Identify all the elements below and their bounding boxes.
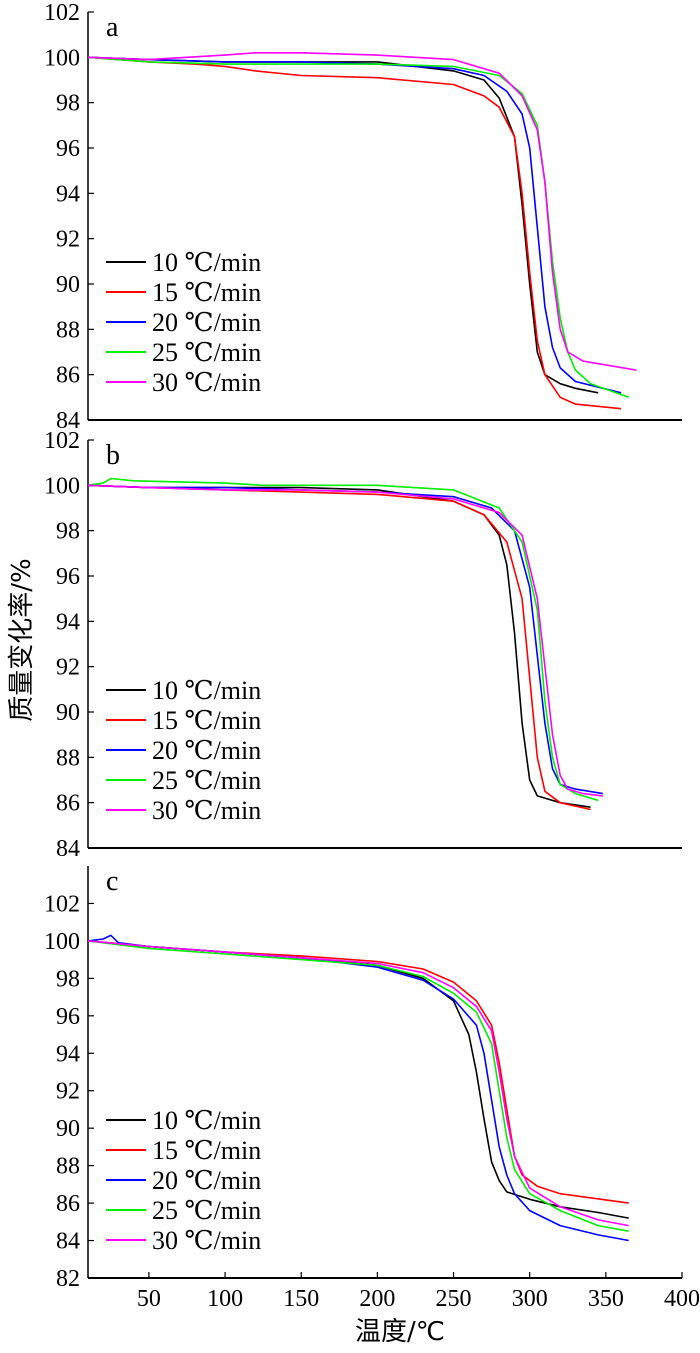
y-tick-label: 82	[56, 1266, 80, 1292]
x-tick-label: 300	[512, 1286, 548, 1312]
legend-label: 10 ℃/min	[152, 248, 261, 277]
series-line	[87, 940, 629, 1204]
legend-label: 10 ℃/min	[152, 1106, 261, 1135]
y-tick-label: 90	[56, 272, 80, 298]
series-line	[87, 56, 622, 410]
x-tick-label: 250	[436, 1286, 472, 1312]
series-line	[87, 484, 603, 797]
x-tick-label: 200	[359, 1286, 395, 1312]
legend-label: 20 ℃/min	[152, 1166, 261, 1195]
series-line	[87, 477, 599, 802]
y-tick-label: 94	[56, 609, 80, 635]
y-tick-label: 92	[56, 655, 80, 681]
y-tick-label: 102	[44, 891, 80, 917]
legend-label: 30 ℃/min	[152, 1226, 261, 1255]
x-tick-label: 400	[664, 1286, 700, 1312]
y-tick-label: 90	[56, 700, 80, 726]
legend-label: 15 ℃/min	[152, 706, 261, 735]
y-tick-label: 102	[44, 0, 80, 26]
y-tick-label: 90	[56, 1116, 80, 1142]
y-tick-label: 98	[56, 91, 80, 117]
y-tick-label: 102	[44, 428, 80, 454]
y-tick-label: 96	[56, 136, 80, 162]
y-tick-label: 98	[56, 966, 80, 992]
y-tick-label: 86	[56, 1191, 80, 1217]
y-tick-label: 100	[44, 473, 80, 499]
y-tick-label: 98	[56, 519, 80, 545]
y-tick-label: 96	[56, 1004, 80, 1030]
series-line	[87, 56, 622, 394]
legend-label: 25 ℃/min	[152, 338, 261, 367]
legend-label: 30 ℃/min	[152, 368, 261, 397]
y-tick-label: 86	[56, 791, 80, 817]
panel-label: a	[106, 12, 119, 43]
y-tick-label: 100	[44, 929, 80, 955]
y-tick-label: 92	[56, 1079, 80, 1105]
y-tick-label: 84	[56, 408, 80, 434]
x-tick-label: 150	[283, 1286, 319, 1312]
x-tick-label: 100	[207, 1286, 243, 1312]
series-line	[87, 56, 629, 399]
y-tick-label: 94	[56, 181, 80, 207]
legend-label: 15 ℃/min	[152, 1136, 261, 1165]
y-tick-label: 88	[56, 317, 80, 343]
y-tick-label: 96	[56, 564, 80, 590]
legend-label: 15 ℃/min	[152, 278, 261, 307]
y-tick-label: 100	[44, 45, 80, 71]
legend-label: 25 ℃/min	[152, 1196, 261, 1225]
y-tick-label: 84	[56, 1229, 80, 1255]
legend-label: 30 ℃/min	[152, 796, 261, 825]
series-line	[87, 940, 629, 1232]
y-tick-label: 92	[56, 227, 80, 253]
panel-label: c	[106, 866, 118, 897]
series-line	[87, 940, 629, 1227]
legend-label: 20 ℃/min	[152, 308, 261, 337]
legend-label: 20 ℃/min	[152, 736, 261, 765]
x-tick-label: 50	[137, 1286, 161, 1312]
y-axis-title: 质量变化率/%	[7, 558, 37, 721]
y-tick-label: 88	[56, 745, 80, 771]
y-tick-label: 86	[56, 363, 80, 389]
x-axis: 50 100 150 200 250 300 350 400	[137, 1272, 700, 1312]
legend-label: 10 ℃/min	[152, 676, 261, 705]
x-tick-label: 350	[588, 1286, 624, 1312]
y-tick-label: 88	[56, 1154, 80, 1180]
series-line	[87, 51, 637, 371]
y-tick-label: 94	[56, 1041, 80, 1067]
x-axis-title: 温度/℃	[355, 1317, 445, 1347]
y-tick-label: 84	[56, 836, 80, 862]
panel-label: b	[106, 440, 120, 471]
legend-label: 25 ℃/min	[152, 766, 261, 795]
